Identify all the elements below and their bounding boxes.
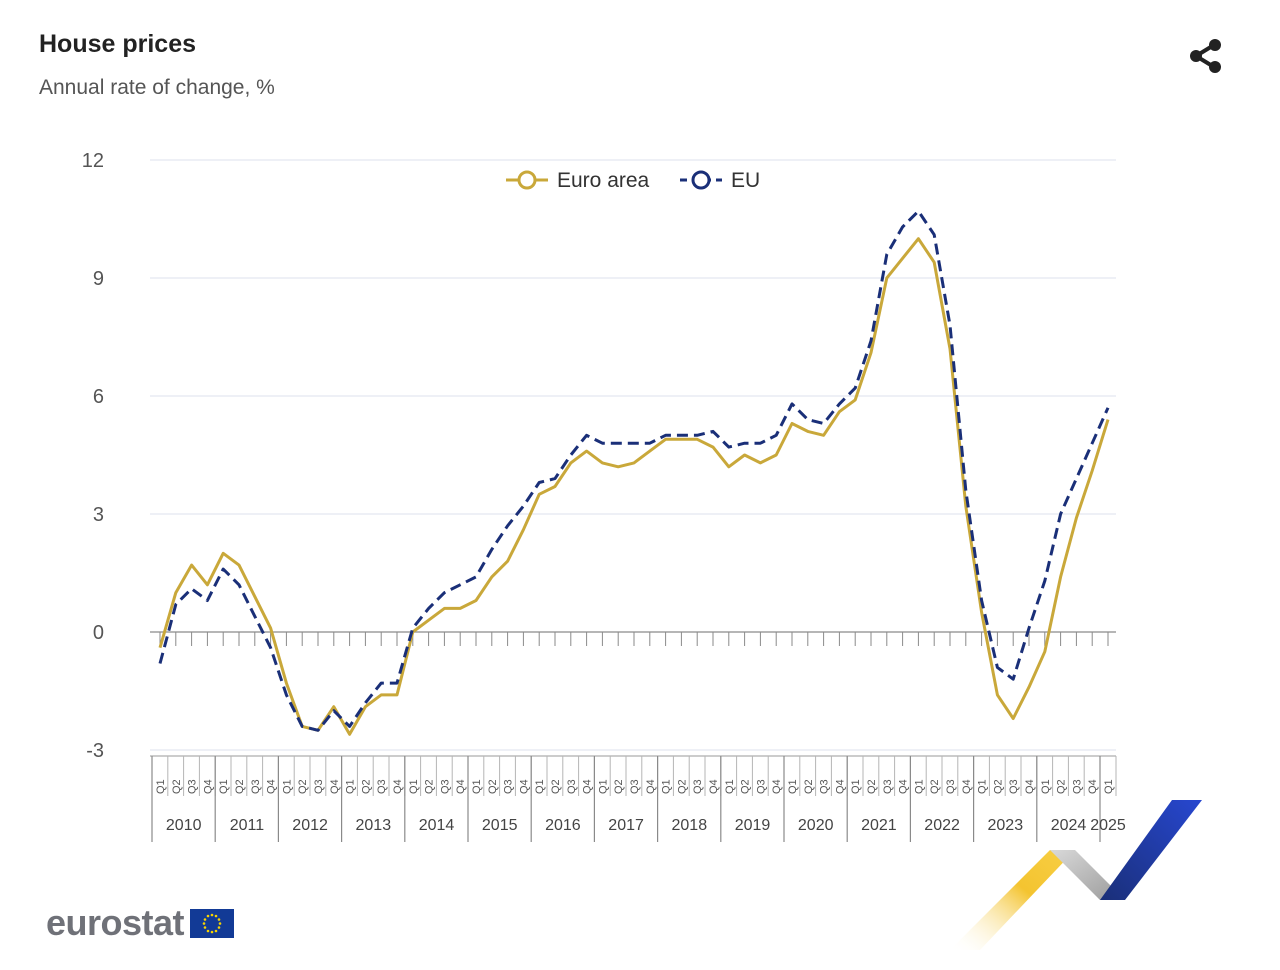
x-quarter-label: Q2 xyxy=(424,779,436,794)
x-quarter-label: Q4 xyxy=(518,779,530,794)
x-year-label: 2020 xyxy=(798,817,834,834)
x-quarter-label: Q4 xyxy=(329,779,341,794)
x-year-label: 2014 xyxy=(419,817,455,834)
x-quarter-label: Q2 xyxy=(866,779,878,794)
brand-name: eurostat xyxy=(46,902,185,943)
x-quarter-label: Q4 xyxy=(645,779,657,794)
x-year-label: 2021 xyxy=(861,817,897,834)
x-quarter-label: Q1 xyxy=(1103,779,1115,794)
x-quarter-label: Q2 xyxy=(803,779,815,794)
x-quarter-label: Q4 xyxy=(708,779,720,794)
x-year-label: 2013 xyxy=(356,817,392,834)
x-quarter-label: Q1 xyxy=(977,779,989,794)
series-line-eu xyxy=(158,209,1110,732)
x-quarter-label: Q4 xyxy=(202,779,214,794)
y-tick-label: 6 xyxy=(93,386,104,408)
x-year-label: 2018 xyxy=(672,817,708,834)
x-quarter-label: Q4 xyxy=(1024,779,1036,794)
x-year-label: 2024 xyxy=(1051,817,1087,834)
x-quarter-label: Q3 xyxy=(376,779,388,794)
x-quarter-label: Q1 xyxy=(787,779,799,794)
y-tick-label: 12 xyxy=(82,150,104,172)
x-quarter-label: Q2 xyxy=(234,779,246,794)
chart-title: House prices xyxy=(39,30,197,58)
x-quarter-label: Q4 xyxy=(392,779,404,794)
x-year-label: 2017 xyxy=(608,817,644,834)
x-quarter-label: Q3 xyxy=(1008,779,1020,794)
x-quarter-label: Q1 xyxy=(661,779,673,794)
x-year-label: 2011 xyxy=(230,817,265,834)
x-quarter-label: Q3 xyxy=(1071,779,1083,794)
x-year-label: 2012 xyxy=(292,817,328,834)
x-quarter-label: Q1 xyxy=(155,779,167,794)
x-year-label: 2022 xyxy=(924,817,960,834)
x-quarter-label: Q2 xyxy=(740,779,752,794)
x-quarter-label: Q1 xyxy=(724,779,736,794)
x-year-label: 2019 xyxy=(735,817,771,834)
x-quarter-label: Q3 xyxy=(629,779,641,794)
legend-marker xyxy=(517,170,537,190)
x-year-label: 2025 xyxy=(1090,817,1126,834)
x-year-label: 2023 xyxy=(988,817,1024,834)
legend-marker xyxy=(691,170,711,190)
x-quarter-label: Q3 xyxy=(945,779,957,794)
x-quarter-label: Q3 xyxy=(692,779,704,794)
x-quarter-label: Q4 xyxy=(834,779,846,794)
x-quarter-label: Q3 xyxy=(566,779,578,794)
x-quarter-label: Q2 xyxy=(550,779,562,794)
x-quarter-label: Q4 xyxy=(771,779,783,794)
y-tick-label: 9 xyxy=(93,268,104,290)
y-tick-label: 3 xyxy=(93,504,104,526)
x-quarter-label: Q2 xyxy=(613,779,625,794)
eurostat-logo: eurostat xyxy=(46,902,235,944)
x-quarter-label: Q4 xyxy=(266,779,278,794)
x-year-label: 2015 xyxy=(482,817,518,834)
x-quarter-label: Q1 xyxy=(597,779,609,794)
share-icon[interactable] xyxy=(1184,34,1228,78)
x-quarter-label: Q3 xyxy=(819,779,831,794)
x-quarter-label: Q4 xyxy=(961,779,973,794)
x-quarter-label: Q3 xyxy=(503,779,515,794)
x-quarter-label: Q3 xyxy=(755,779,767,794)
x-quarter-label: Q2 xyxy=(171,779,183,794)
x-quarter-label: Q4 xyxy=(582,779,594,794)
x-quarter-label: Q4 xyxy=(455,779,467,794)
y-tick-label: -3 xyxy=(86,740,104,762)
x-quarter-label: Q1 xyxy=(534,779,546,794)
x-quarter-label: Q3 xyxy=(439,779,451,794)
x-quarter-label: Q1 xyxy=(408,779,420,794)
x-quarter-label: Q3 xyxy=(882,779,894,794)
x-quarter-label: Q2 xyxy=(297,779,309,794)
x-year-label: 2016 xyxy=(545,817,581,834)
x-quarter-label: Q3 xyxy=(187,779,199,794)
x-quarter-label: Q2 xyxy=(676,779,688,794)
x-quarter-label: Q2 xyxy=(992,779,1004,794)
x-quarter-label: Q4 xyxy=(1087,779,1099,794)
y-tick-label: 0 xyxy=(93,622,104,644)
x-quarter-label: Q2 xyxy=(929,779,941,794)
x-quarter-label: Q1 xyxy=(913,779,925,794)
x-quarter-label: Q2 xyxy=(487,779,499,794)
x-quarter-label: Q2 xyxy=(360,779,372,794)
x-year-label: 2010 xyxy=(166,817,202,834)
chart-subtitle: Annual rate of change, % xyxy=(39,76,275,99)
decorative-chevron xyxy=(950,800,1202,950)
eu-flag-icon xyxy=(190,908,235,938)
x-quarter-label: Q1 xyxy=(345,779,357,794)
x-quarter-label: Q1 xyxy=(218,779,230,794)
x-quarter-label: Q1 xyxy=(281,779,293,794)
x-quarter-label: Q1 xyxy=(471,779,483,794)
legend-label: Euro area xyxy=(557,169,650,192)
x-quarter-label: Q2 xyxy=(1056,779,1068,794)
x-quarter-label: Q1 xyxy=(850,779,862,794)
x-quarter-label: Q4 xyxy=(898,779,910,794)
legend-label: EU xyxy=(731,169,760,192)
x-quarter-label: Q3 xyxy=(250,779,262,794)
x-quarter-label: Q3 xyxy=(313,779,325,794)
x-quarter-label: Q1 xyxy=(1040,779,1052,794)
